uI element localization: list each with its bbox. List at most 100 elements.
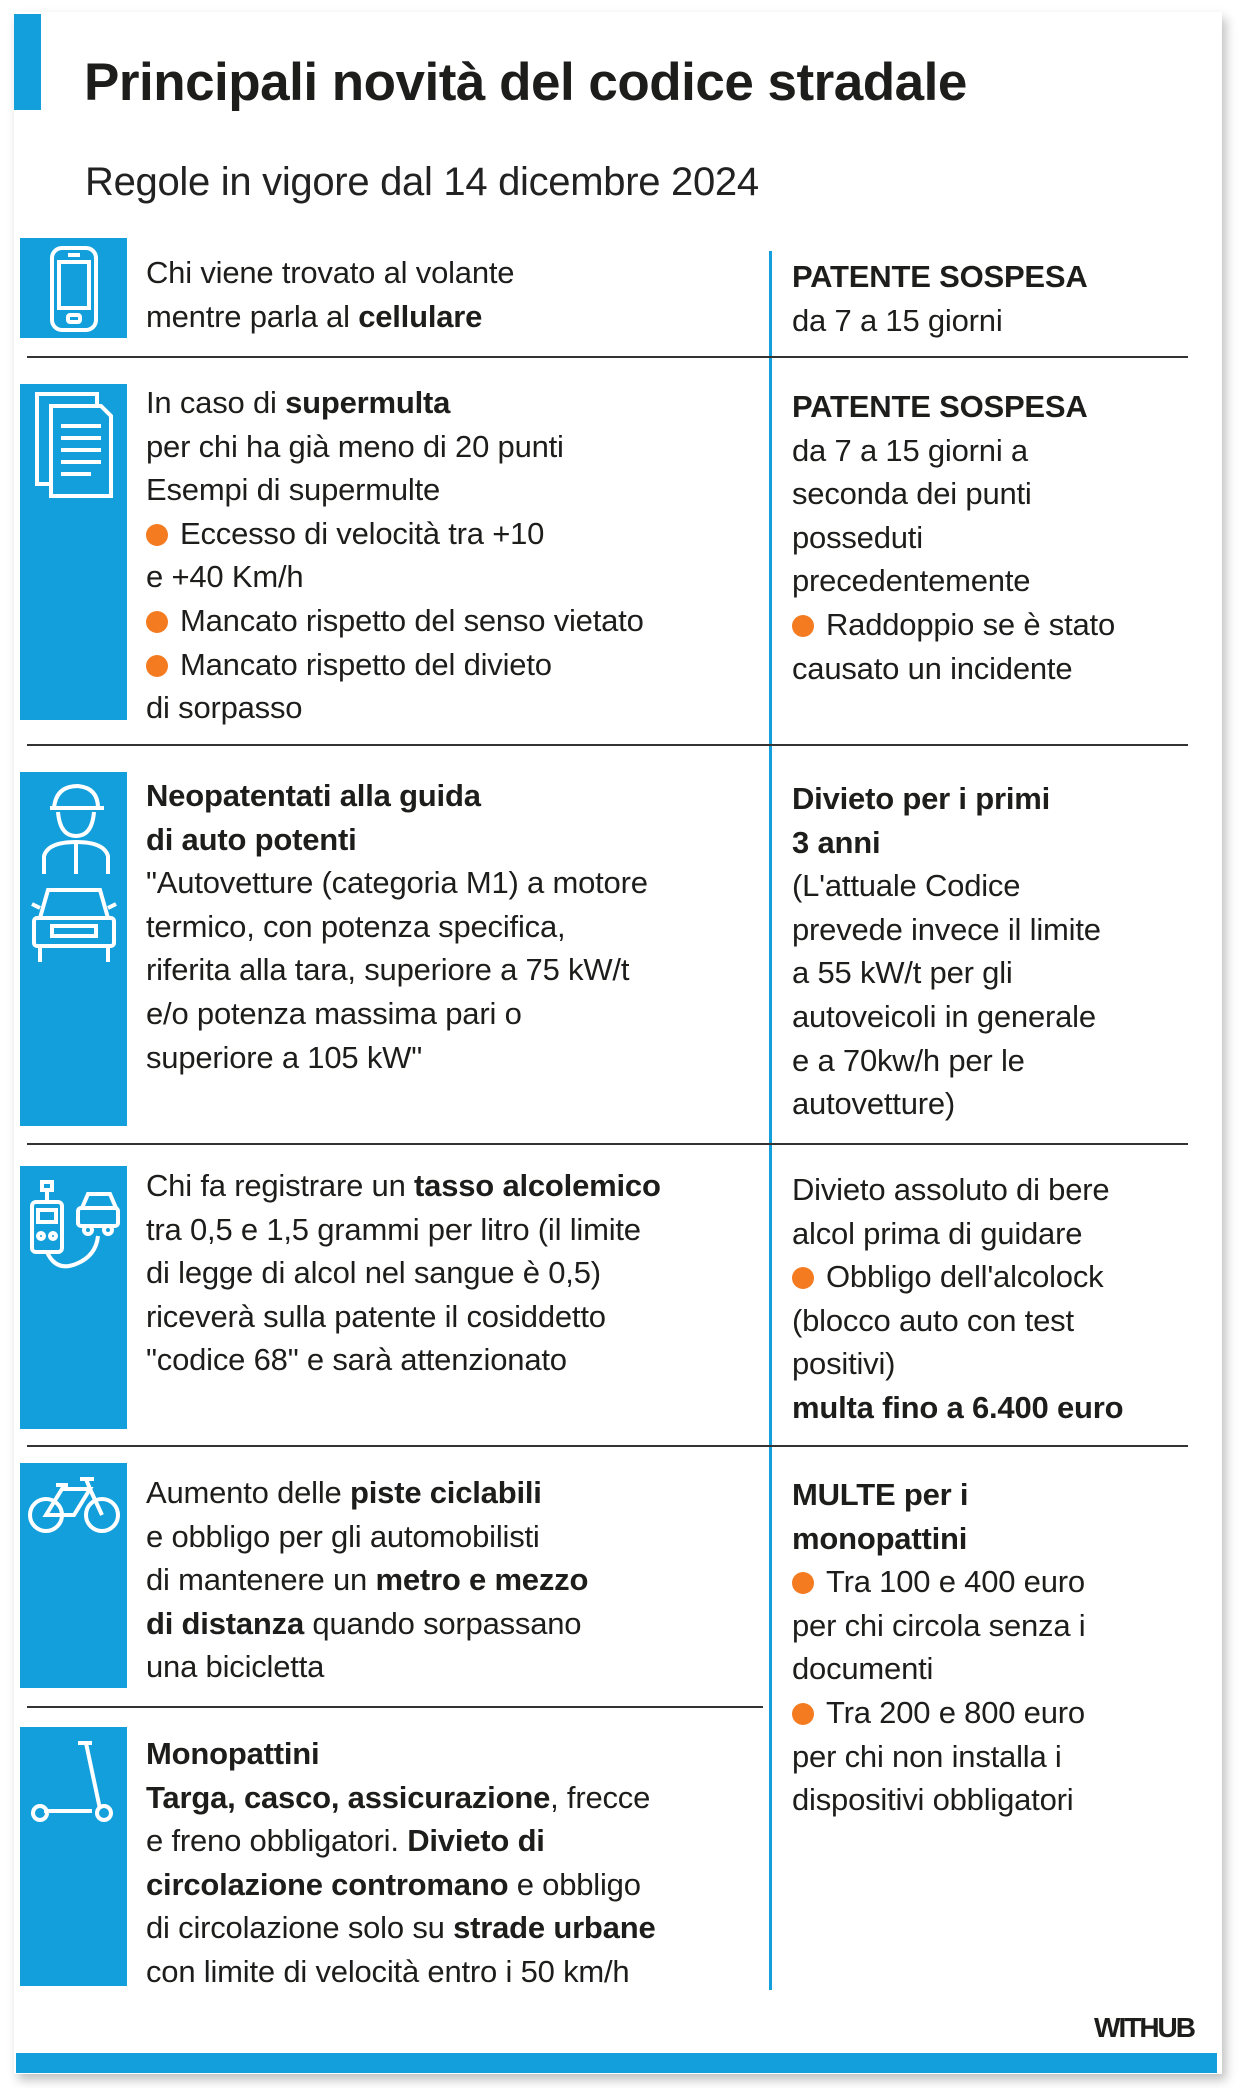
row-2-penalty: PATENTE SOSPESA da 7 a 15 giorni a seconda… [792, 385, 1115, 690]
text-line: posseduti [792, 516, 1115, 560]
text: , frecce [550, 1779, 651, 1815]
text-line: Monopattini [146, 1732, 656, 1776]
text: Raddoppio se è stato [826, 606, 1115, 642]
accent-bar [14, 14, 41, 110]
text-line: Tra 100 e 400 euro [792, 1560, 1085, 1604]
text: Mancato rispetto del divieto [180, 646, 552, 682]
text: Chi fa registrare un [146, 1168, 415, 1203]
bullet-icon [792, 614, 814, 637]
bold-text: supermulta [285, 385, 451, 420]
row-5-description: Aumento delle piste ciclabili e obbligo p… [146, 1471, 588, 1689]
text: precedentemente [792, 563, 1031, 599]
bold-text: Targa, casco, assicurazione [146, 1779, 551, 1815]
text: "codice 68" e sarà attenzionato [146, 1342, 567, 1378]
bold-text: di auto potenti [146, 821, 357, 857]
row-divider [27, 744, 1188, 746]
bold-text: PATENTE SOSPESA [792, 389, 1088, 424]
bold-text: strade urbane [453, 1910, 656, 1946]
text: per chi circola senza i [792, 1607, 1086, 1643]
text: Mancato rispetto del senso vietato [180, 602, 644, 638]
text-line: Divieto per i primi [792, 777, 1101, 821]
text-line: e a 70kw/h per le [792, 1039, 1101, 1083]
text-line: di legge di alcol nel sangue è 0,5) [146, 1251, 661, 1295]
text: Tra 200 e 800 euro [826, 1694, 1085, 1730]
row-5-icon-box [20, 1463, 127, 1688]
text-line: da 7 a 15 giorni a [792, 429, 1115, 473]
text-line: monopattini [792, 1517, 1085, 1561]
row-divider [27, 1143, 1188, 1145]
row-1-penalty: PATENTE SOSPESA da 7 a 15 giorni [792, 255, 1088, 342]
bullet-icon [792, 1702, 814, 1725]
row-4-penalty: Divieto assoluto di bere alcol prima di g… [792, 1168, 1124, 1430]
text: Divieto assoluto di bere [792, 1172, 1110, 1207]
bullet-icon [792, 1572, 814, 1595]
text-line: e/o potenza massima pari o [146, 992, 648, 1036]
breathalyzer-icon [29, 1180, 120, 1269]
text: e obbligo [508, 1866, 641, 1902]
bullet-icon [146, 523, 168, 546]
row-divider [27, 1445, 1188, 1447]
text: seconda dei punti [792, 476, 1032, 512]
text: termico, con potenza specifica, [146, 908, 566, 944]
text-line: per chi non installa i [792, 1735, 1085, 1779]
brand-logo: WITHUB [1094, 2012, 1196, 2043]
bold-text: monopattini [792, 1520, 968, 1556]
text: tra 0,5 e 1,5 grammi per litro (il limit… [146, 1211, 641, 1247]
text-line: Aumento delle piste ciclabili [146, 1471, 588, 1515]
bottom-accent-bar [16, 2053, 1217, 2073]
text-line: autovetture) [792, 1082, 1101, 1126]
text: documenti [792, 1651, 934, 1687]
bold-text: tasso alcolemico [414, 1168, 661, 1203]
young-driver-car-icon [30, 783, 117, 962]
row-3-icon-box [20, 772, 127, 1126]
text: quando sorpassano [304, 1605, 582, 1641]
text-line: superiore a 105 kW" [146, 1036, 648, 1080]
text: autovetture) [792, 1086, 956, 1122]
text-line: per chi circola senza i [792, 1604, 1086, 1648]
text-line: Obbligo dell'alcolock [792, 1255, 1123, 1299]
row-divider [27, 1706, 763, 1708]
text: di mantenere un [146, 1562, 376, 1598]
text: e obbligo per gli automobilisti [146, 1518, 540, 1554]
text-line: e obbligo per gli automobilisti [146, 1515, 588, 1559]
text: per chi non installa i [792, 1738, 1062, 1774]
row-2-icon-box [20, 384, 127, 720]
text-line: Neopatentati alla guida [146, 774, 648, 818]
bold-text: di distanza [146, 1605, 304, 1641]
text-line: mentre parla al cellulare [146, 295, 514, 339]
infographic-card [14, 12, 1222, 2074]
text-line: di auto potenti [146, 818, 648, 862]
page-subtitle: Regole in vigore dal 14 dicembre 2024 [85, 160, 759, 204]
text-line: PATENTE SOSPESA [792, 385, 1115, 429]
row-5-6-penalty: MULTE per i monopattini Tra 100 e 400 euro… [792, 1473, 1086, 1822]
text: dispositivi obbligatori [792, 1782, 1074, 1818]
text: Eccesso di velocità tra +10 [180, 515, 545, 551]
text: da 7 a 15 giorni [792, 302, 1003, 338]
bullet-icon [792, 1267, 814, 1290]
text-line: di mantenere un metro e mezzo [146, 1558, 588, 1602]
text-line: positivi) [792, 1342, 1123, 1386]
text-line: e freno obbligatori. Divieto di [146, 1819, 656, 1863]
text-line: "Autovetture (categoria M1) a motore [146, 861, 648, 905]
text: e freno obbligatori. [146, 1823, 408, 1859]
bold-text: MULTE per i [792, 1477, 969, 1512]
text-line: seconda dei punti [792, 472, 1115, 516]
text: (blocco auto con test [792, 1302, 1074, 1338]
bold-text: Neopatentati alla guida [146, 778, 481, 813]
text: posseduti [792, 519, 923, 555]
text-line: causato un incidente [792, 647, 1115, 691]
text-line: (blocco auto con test [792, 1299, 1123, 1343]
bold-text: PATENTE SOSPESA [792, 259, 1088, 294]
text-line: documenti [792, 1647, 1085, 1691]
text-line: una bicicletta [146, 1645, 588, 1689]
text: Obbligo dell'alcolock [826, 1259, 1104, 1295]
text: una bicicletta [146, 1649, 325, 1685]
text-line: Esempi di supermulte [146, 468, 644, 512]
bold-text: Divieto per i primi [792, 781, 1051, 816]
text-line: multa fino a 6.400 euro [792, 1386, 1124, 1430]
text: di circolazione solo su [146, 1910, 454, 1946]
text: Aumento delle [146, 1475, 350, 1510]
text-line: tra 0,5 e 1,5 grammi per litro (il limit… [146, 1208, 661, 1252]
text-line: circolazione contromano e obbligo [146, 1863, 656, 1907]
bold-text: piste ciclabili [350, 1475, 542, 1510]
